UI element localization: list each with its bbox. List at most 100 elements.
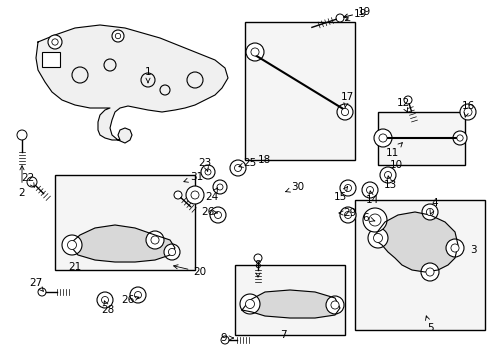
Circle shape [185, 186, 203, 204]
Circle shape [134, 292, 141, 298]
Circle shape [426, 208, 433, 216]
Text: 25: 25 [239, 158, 256, 168]
Polygon shape [72, 225, 175, 262]
Circle shape [403, 96, 411, 104]
Circle shape [163, 244, 180, 260]
Text: 18: 18 [258, 155, 271, 165]
Circle shape [452, 131, 466, 145]
Text: 31: 31 [183, 172, 203, 182]
Text: 19: 19 [343, 7, 370, 18]
Polygon shape [374, 212, 457, 272]
Text: 4: 4 [429, 198, 437, 214]
Text: 12: 12 [396, 98, 409, 112]
Circle shape [450, 244, 458, 252]
Text: 10: 10 [389, 160, 402, 170]
Circle shape [373, 234, 382, 243]
Text: 28: 28 [101, 301, 114, 315]
Text: 30: 30 [285, 182, 304, 192]
Circle shape [425, 268, 433, 276]
Circle shape [174, 191, 182, 199]
Circle shape [141, 73, 155, 87]
Circle shape [339, 207, 355, 223]
Circle shape [38, 288, 46, 296]
Circle shape [112, 30, 124, 42]
Bar [42, 52, 60, 67]
Circle shape [234, 165, 241, 171]
Circle shape [373, 129, 391, 147]
Circle shape [330, 301, 338, 309]
Circle shape [336, 104, 352, 120]
Text: 27: 27 [29, 278, 43, 291]
Text: 7: 7 [280, 330, 286, 340]
Text: 3: 3 [469, 245, 476, 255]
Circle shape [253, 254, 262, 262]
Text: 9: 9 [220, 333, 233, 343]
Circle shape [201, 165, 215, 179]
Bar [55, 175, 195, 270]
Bar [244, 22, 354, 160]
Circle shape [344, 212, 351, 219]
Circle shape [217, 184, 223, 190]
Bar [377, 112, 464, 165]
Circle shape [62, 235, 82, 255]
Circle shape [379, 167, 395, 183]
Circle shape [229, 160, 245, 176]
Text: 15: 15 [333, 186, 347, 202]
Circle shape [245, 43, 264, 61]
Circle shape [366, 186, 373, 194]
Text: 20: 20 [173, 265, 206, 277]
Circle shape [335, 14, 343, 22]
Circle shape [361, 182, 377, 198]
Text: 6: 6 [362, 213, 374, 223]
Circle shape [325, 296, 343, 314]
Circle shape [191, 191, 199, 199]
Circle shape [445, 239, 463, 257]
Polygon shape [36, 25, 227, 143]
Circle shape [52, 39, 58, 45]
Circle shape [250, 48, 259, 56]
Bar [354, 200, 484, 330]
Text: 24: 24 [205, 188, 218, 202]
Circle shape [341, 108, 348, 116]
Circle shape [209, 207, 225, 223]
Circle shape [367, 228, 387, 248]
Circle shape [221, 336, 228, 344]
Circle shape [459, 104, 475, 120]
Circle shape [130, 287, 146, 303]
Circle shape [72, 67, 88, 83]
Text: 23: 23 [198, 158, 211, 171]
Circle shape [104, 59, 116, 71]
Circle shape [339, 180, 355, 196]
Circle shape [384, 171, 391, 179]
Text: 8: 8 [254, 260, 261, 277]
Circle shape [102, 297, 108, 303]
Text: 17: 17 [340, 92, 353, 108]
Circle shape [362, 208, 386, 232]
Circle shape [48, 35, 62, 49]
Text: 14: 14 [365, 191, 378, 205]
Circle shape [240, 294, 260, 314]
Circle shape [214, 212, 221, 219]
Circle shape [368, 214, 380, 226]
Circle shape [378, 134, 386, 142]
Text: 22: 22 [21, 173, 35, 187]
Text: 2: 2 [19, 166, 25, 198]
Circle shape [160, 85, 170, 95]
Text: 11: 11 [385, 143, 402, 158]
Text: 26: 26 [201, 207, 217, 217]
Circle shape [168, 248, 175, 256]
Circle shape [97, 292, 113, 308]
Circle shape [245, 300, 254, 309]
Text: 16: 16 [461, 101, 474, 117]
Circle shape [421, 204, 437, 220]
Circle shape [151, 236, 159, 244]
Circle shape [456, 135, 462, 141]
Bar [235, 265, 345, 335]
Circle shape [420, 263, 438, 281]
Circle shape [213, 180, 226, 194]
Circle shape [204, 169, 210, 175]
Circle shape [146, 231, 163, 249]
Text: 1: 1 [144, 67, 151, 83]
Polygon shape [242, 290, 339, 318]
Text: 26: 26 [121, 295, 139, 305]
